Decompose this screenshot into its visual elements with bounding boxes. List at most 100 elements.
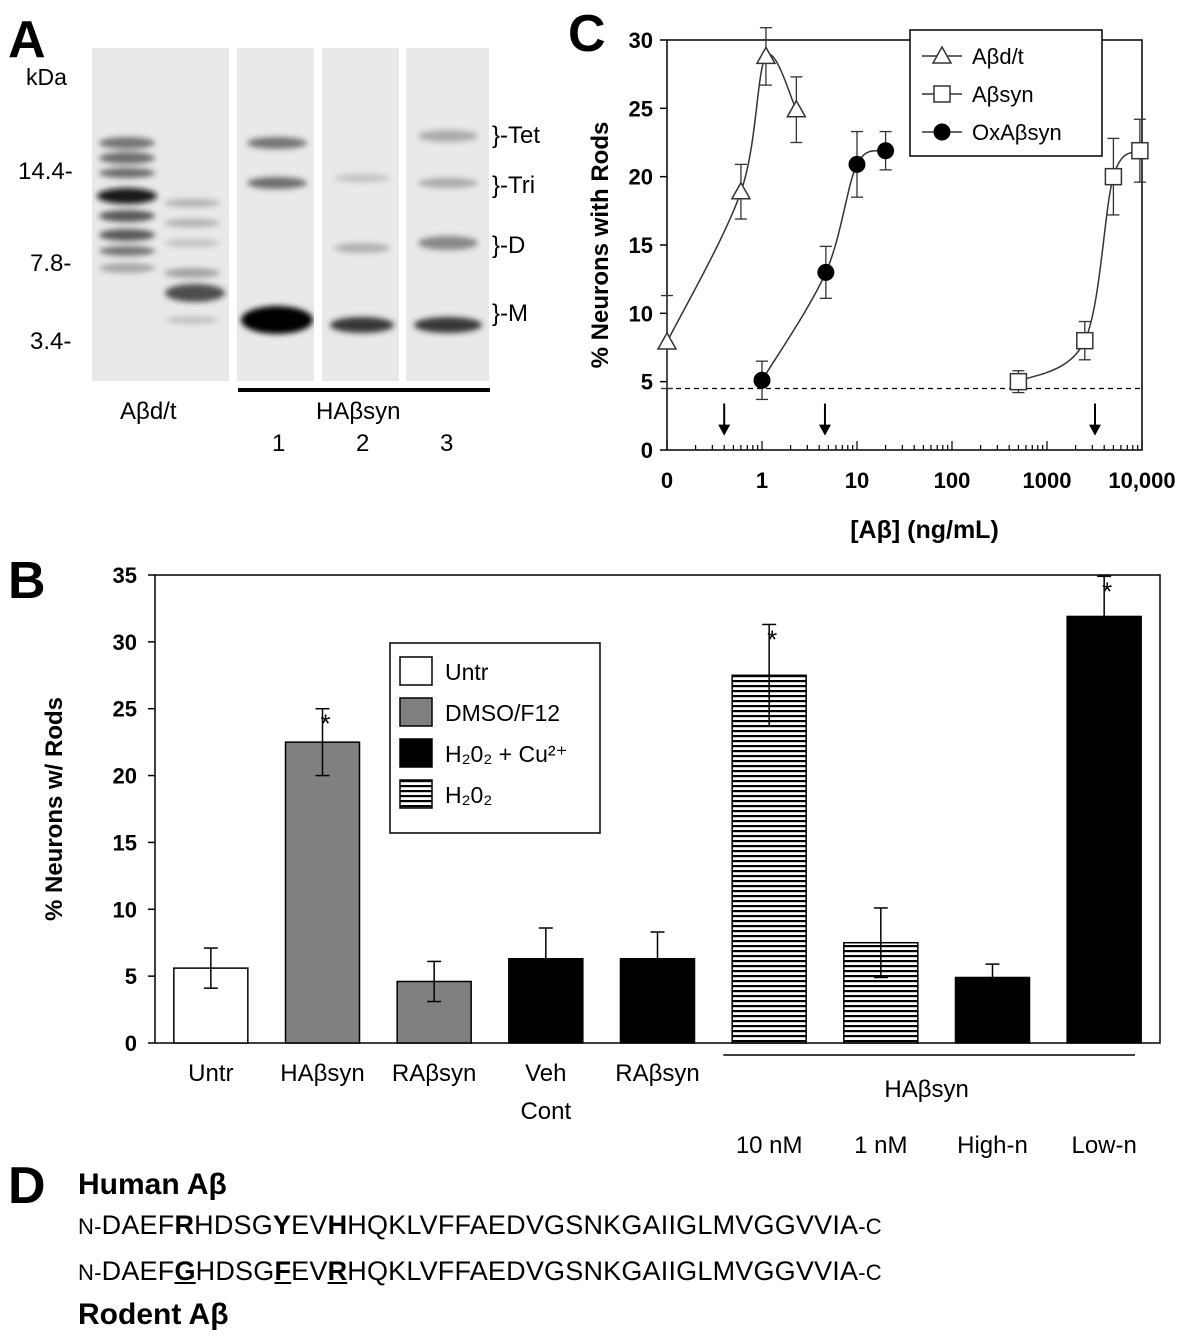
lane-group-habsyn: HAβsyn [316, 398, 401, 425]
panel-c-chart: 0 5 10 15 20 25 30 0 1 10 100 1000 10,000 [Aβ] (ng/mL… [587, 27, 1176, 544]
n-terminus: N- [78, 1214, 102, 1239]
lane-number-1: 1 [272, 430, 286, 457]
category-label: 10 nM [736, 1132, 803, 1159]
kda-label: kDa [26, 64, 67, 90]
x-tick-label: 1 [756, 468, 768, 493]
rodent-sequence: N-DAEFGHDSGFEVRHQKLVFFAEDVGSNKGAIIGLMVGG… [78, 1256, 882, 1287]
mutated-residue: Y [272, 1210, 292, 1240]
x-tick-label: 0 [661, 468, 673, 493]
blot-abdt-bands [97, 137, 225, 324]
lane-number-2: 2 [356, 430, 370, 457]
y-tick-label: 10 [113, 897, 137, 922]
y-tick-label: 20 [113, 764, 137, 789]
human-sequence-residues: DAEFRHDSGYEVHHQKLVFFAEDVGSNKGAIIGLMVGGVV… [102, 1210, 859, 1240]
bar [1066, 615, 1142, 1044]
marker-7: 7.8- [30, 250, 72, 277]
category-label: Veh [525, 1060, 566, 1087]
series-line [1018, 150, 1141, 383]
blot-strip-lane1 [237, 48, 314, 381]
threshold-arrowhead [718, 424, 731, 436]
legend-label: Aβd/t [972, 44, 1024, 69]
mutated-residue: R [174, 1210, 195, 1240]
legend: Aβd/t Aβsyn OxAβsyn [909, 29, 1103, 157]
rodent-sequence-residues: DAEFGHDSGFEVRHQKLVFFAEDVGSNKGAIIGLMVGGVV… [102, 1256, 859, 1286]
data-point [656, 331, 678, 350]
series-triangle [656, 27, 807, 390]
legend-label: H₂0₂ [445, 782, 492, 808]
band-label-d: }-D [492, 232, 526, 259]
data-point [1009, 372, 1028, 391]
threshold-arrowhead [1088, 424, 1101, 436]
panel-d-letter: D [8, 1157, 46, 1215]
panel-c-letter: C [568, 5, 606, 63]
mutated-residue: F [274, 1256, 292, 1286]
legend-swatch [399, 656, 433, 686]
residue-run: EV [291, 1256, 328, 1286]
x-tick-label: 1000 [1023, 468, 1072, 493]
legend-label: Aβsyn [972, 82, 1034, 107]
residue-run: HQKLVFFAEDVGSNKGAIIGLMVGGVVIA [347, 1210, 859, 1240]
legend-marker [931, 45, 953, 64]
threshold-arrowhead [818, 424, 831, 436]
blot-strip-lane3 [406, 48, 489, 381]
mutated-residue: R [327, 1256, 348, 1286]
category-label: High-n [957, 1132, 1028, 1159]
legend-label: H₂0₂ + Cu²⁺ [445, 741, 568, 767]
mutated-residue: H [327, 1210, 348, 1240]
panel-a-letter: A [8, 11, 46, 69]
series-square [1009, 118, 1149, 394]
y-tick-label: 0 [641, 438, 653, 463]
legend-label: DMSO/F12 [445, 700, 560, 726]
data-point [1076, 331, 1094, 350]
rodent-abeta-title: Rodent Aβ [78, 1298, 229, 1331]
data-point [786, 99, 807, 118]
series-line [761, 149, 886, 381]
category-label: RAβsyn [615, 1060, 700, 1087]
data-point [848, 155, 866, 173]
data-point [730, 181, 752, 200]
blot-strip-abdt [92, 48, 229, 381]
blot-strip-lane2 [322, 48, 399, 381]
panel-b-letter: B [8, 552, 46, 610]
c-terminus: -C [858, 1260, 882, 1285]
c-terminus: -C [858, 1214, 882, 1239]
y-tick-label: 35 [113, 563, 137, 588]
legend: Untr DMSO/F12 H₂0₂ + Cu²⁺ H₂0₂ [389, 642, 601, 834]
bar [284, 741, 361, 1044]
band-label-m: }-M [492, 300, 528, 327]
band-label-tet: }-Tet [492, 122, 541, 149]
legend-swatch [399, 779, 433, 809]
series-circle [753, 130, 895, 401]
legend-swatch [399, 738, 433, 768]
y-axis-label: % Neurons with Rods [587, 122, 614, 369]
human-abeta-title: Human Aβ [78, 1168, 227, 1201]
significance-marker: * [767, 624, 777, 654]
series-line [666, 53, 798, 343]
x-axis-label: [Aβ] (ng/mL) [850, 516, 999, 544]
residue-run: HDSG [195, 1256, 275, 1286]
human-sequence: N-DAEFRHDSGYEVHHQKLVFFAEDVGSNKGAIIGLMVGG… [78, 1210, 882, 1241]
y-tick-label: 30 [113, 630, 137, 655]
y-tick-label: 30 [629, 28, 653, 53]
y-tick-label: 5 [125, 964, 137, 989]
y-tick-label: 25 [113, 697, 137, 722]
x-tick-label: 10,000 [1108, 468, 1175, 493]
residue-run: DAEF [101, 1256, 175, 1286]
marker-3: 3.4- [30, 328, 72, 355]
x-tick-label: 100 [934, 468, 971, 493]
category-label: RAβsyn [392, 1060, 477, 1087]
marker-14: 14.4- [18, 158, 73, 185]
significance-marker: * [1102, 576, 1112, 606]
legend-label: OxAβsyn [972, 120, 1062, 145]
blot-lane1-bands [241, 137, 313, 334]
residue-run: DAEF [101, 1210, 175, 1240]
mutated-residue: G [174, 1256, 196, 1286]
y-tick-label: 5 [641, 370, 653, 395]
data-point [817, 263, 835, 281]
y-tick-label: 15 [629, 233, 653, 258]
legend-label: Untr [445, 659, 489, 685]
y-tick-label: 0 [125, 1031, 137, 1056]
category-label: HAβsyn [280, 1060, 365, 1087]
x-tick-label: 10 [845, 468, 869, 493]
lane-group-underline [238, 388, 490, 392]
